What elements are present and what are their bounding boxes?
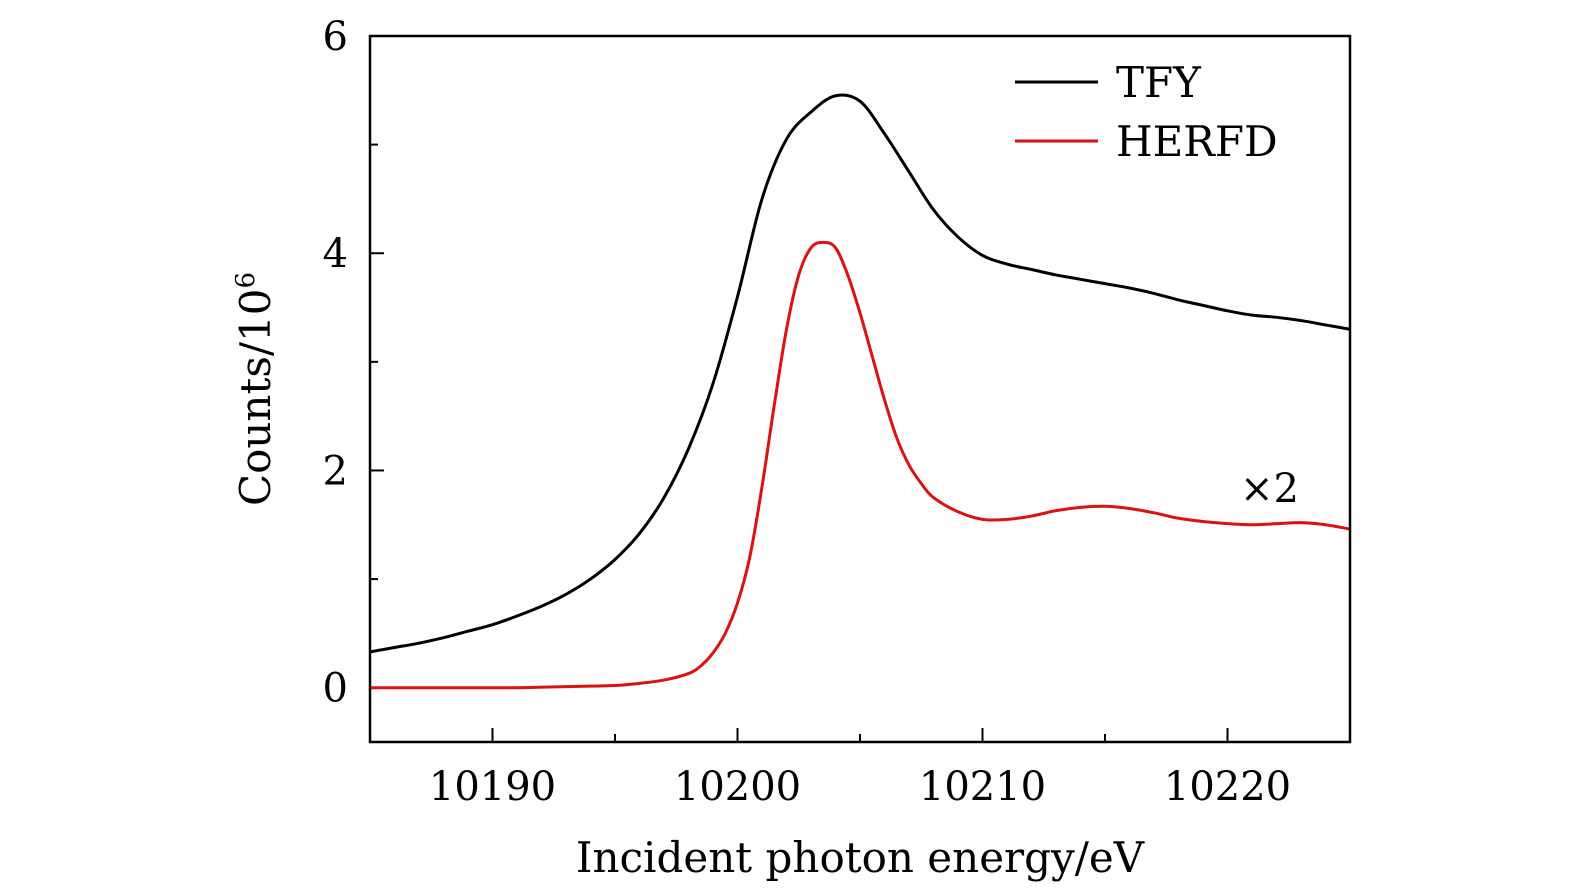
x-tick-label: 10200 <box>674 764 801 810</box>
scale-annotation: ×2 <box>1240 466 1299 512</box>
legend-label-herfd: HERFD <box>1116 117 1278 166</box>
ticks-layer: 10190 10200 10210 10220 0 2 4 6 <box>323 14 1292 810</box>
x-tick-label: 10220 <box>1164 764 1291 810</box>
series-line-tfy <box>369 93 1351 654</box>
y-tick-label: 0 <box>323 666 348 712</box>
legend-label-tfy: TFY <box>1116 58 1202 107</box>
series-layer <box>369 93 1351 690</box>
plot-frame <box>368 34 1352 744</box>
y-axis-title: Counts/106 <box>231 272 280 506</box>
x-tick-label: 10210 <box>919 764 1046 810</box>
y-axis-title-base: Counts/10 <box>231 289 280 507</box>
y-tick-label: 6 <box>323 14 348 60</box>
x-axis-title: Incident photon energy/eV <box>576 833 1145 882</box>
y-axis-title-exponent: 6 <box>231 272 261 289</box>
series-line-herfd <box>370 240 1351 690</box>
legend: TFY HERFD <box>1015 58 1278 166</box>
y-tick-label: 2 <box>323 448 348 494</box>
x-tick-label: 10190 <box>429 764 556 810</box>
y-tick-label: 4 <box>323 231 348 277</box>
